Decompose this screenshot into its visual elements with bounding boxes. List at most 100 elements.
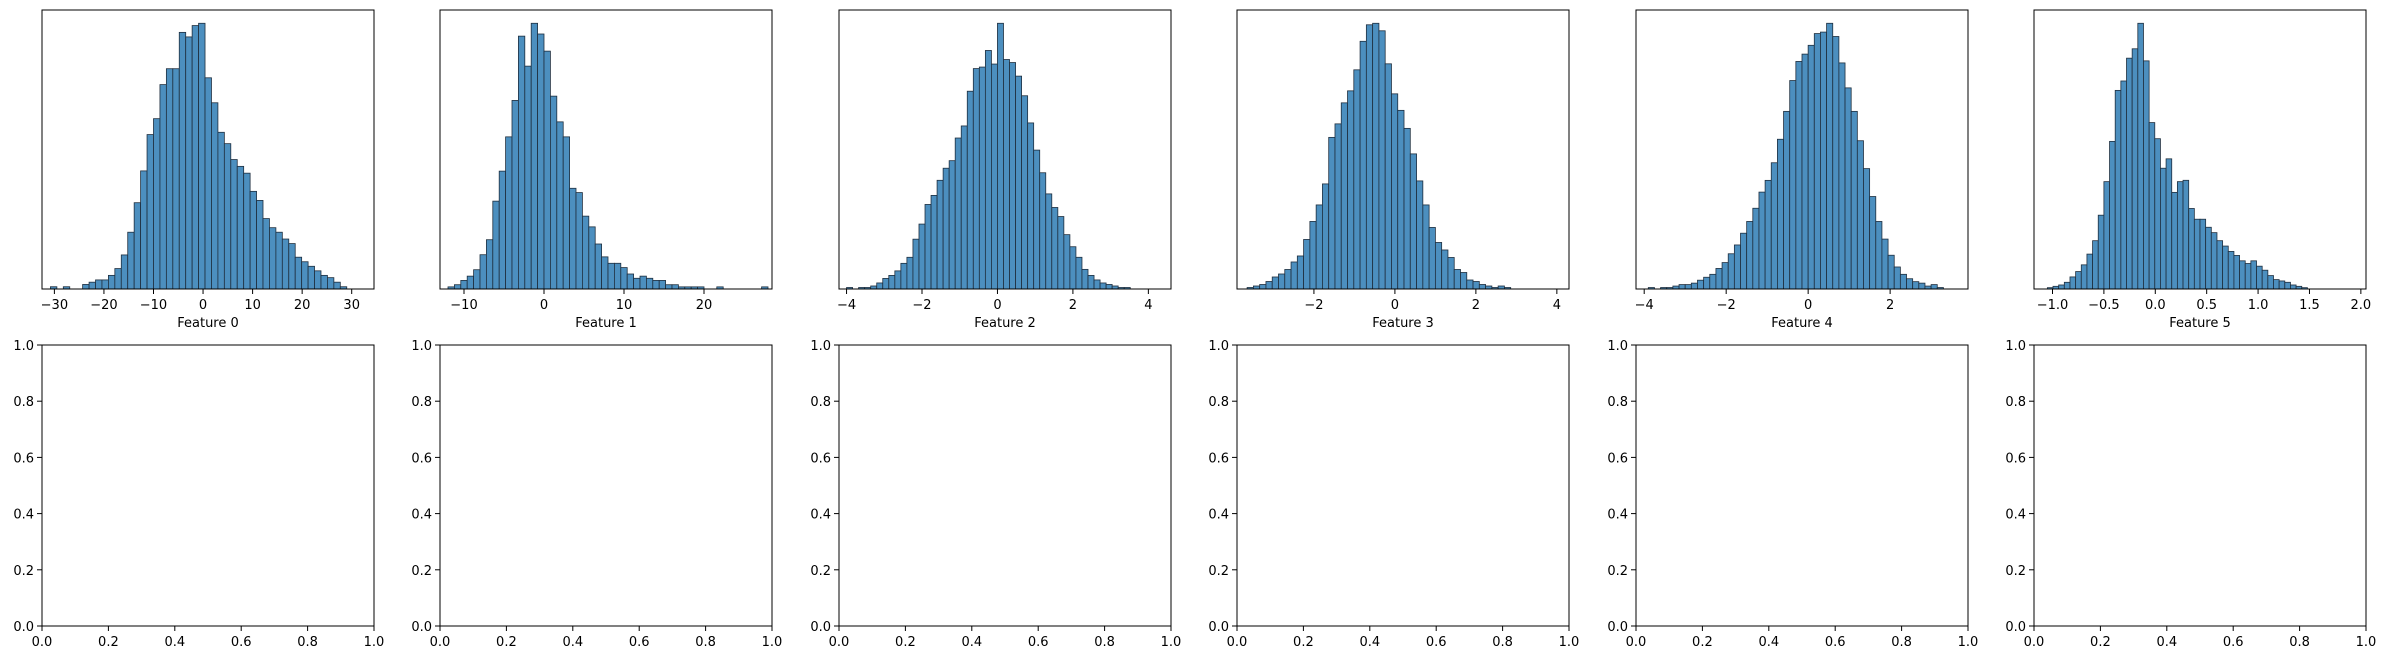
x-tick-label: 0.8 (695, 635, 716, 650)
x-tick-label: 0.2 (1293, 635, 1314, 650)
axes-frame (838, 9, 1172, 290)
x-axis-label: Feature 5 (2169, 316, 2231, 331)
histogram-bar (633, 277, 641, 290)
empty-axes-frame (1236, 344, 1570, 627)
histogram-bar (2290, 284, 2297, 290)
histogram-bar (1770, 162, 1778, 290)
histogram-bar (1466, 279, 1474, 290)
x-tick-label: 1.0 (364, 635, 385, 650)
histogram-bar (1460, 272, 1468, 290)
histogram-bar (966, 90, 974, 290)
histogram-bar (511, 100, 519, 290)
histogram-bar (530, 22, 539, 290)
histogram-bar (1887, 254, 1895, 290)
x-tick-label: 2.0 (2351, 298, 2372, 313)
histogram-bar (2176, 181, 2184, 290)
histogram-bar (1733, 244, 1741, 290)
y-tick-label: 0.0 (1607, 620, 1628, 635)
histogram-bar (1309, 221, 1317, 290)
y-tick-label: 1.0 (13, 339, 34, 354)
y-tick-label: 1.0 (1607, 339, 1628, 354)
histogram-bar (556, 121, 564, 290)
histogram-bar (876, 282, 884, 290)
histogram-bar (882, 278, 890, 290)
histogram-bar (1334, 123, 1342, 290)
x-tick-label: 0.4 (164, 635, 185, 650)
histogram-bar (518, 35, 526, 290)
histogram-bar (114, 268, 122, 290)
x-tick-label: 0.2 (1692, 635, 1713, 650)
histogram-bar (1063, 234, 1071, 290)
histogram-bar (1472, 281, 1480, 290)
histogram-bar (1906, 278, 1914, 290)
histogram-bar (498, 170, 507, 290)
histogram-bar (249, 190, 257, 290)
histogram-bar (1428, 227, 1436, 290)
histogram-bar (582, 215, 590, 290)
histogram-bar (888, 275, 896, 290)
x-tick-label: 0 (1804, 298, 1812, 313)
histogram-bar (191, 25, 199, 290)
x-tick-label: −1.0 (2037, 298, 2069, 313)
y-tick-label: 0.2 (13, 564, 34, 579)
histogram-bar (165, 68, 174, 290)
histogram-bar (1690, 282, 1698, 290)
y-tick-label: 0.8 (13, 395, 34, 410)
histogram-bar (485, 239, 494, 290)
histogram-bar (1826, 22, 1834, 290)
x-tick-label: 1.5 (2299, 298, 2320, 313)
histogram-bar (1703, 276, 1711, 290)
histogram-bar (588, 226, 596, 290)
x-tick-label: 0 (993, 298, 1001, 313)
histogram-bar (924, 204, 932, 290)
histogram-bar (2103, 181, 2110, 290)
empty-axes-frame (41, 344, 375, 627)
histogram-bar (1697, 279, 1705, 290)
histogram-bar (2261, 269, 2269, 290)
y-tick-label: 0.4 (810, 508, 831, 523)
histogram-bar (1758, 191, 1766, 290)
histogram-bar (601, 256, 609, 290)
histogram-bar (1678, 284, 1686, 290)
histogram-bar (95, 279, 103, 290)
histogram-bar (1027, 122, 1035, 290)
x-tick-label: −20 (90, 298, 117, 313)
histogram-bar (127, 231, 135, 290)
histogram-bar (1727, 253, 1735, 290)
histogram-bar (1789, 80, 1797, 290)
histogram-bar (2086, 253, 2093, 290)
histogram-bar (2154, 138, 2161, 290)
histogram-bar (626, 273, 635, 290)
histogram-bar (1422, 204, 1430, 290)
histogram-bar (1795, 61, 1803, 290)
x-tick-label: 1.0 (762, 635, 783, 650)
x-tick-label: 20 (294, 298, 311, 313)
x-tick-label: 0.5 (2196, 298, 2217, 313)
histogram-bar (1434, 242, 1443, 290)
x-tick-label: 0.8 (2289, 635, 2310, 650)
histogram-bar (1397, 109, 1405, 290)
histogram-bar (1296, 255, 1305, 290)
histogram-bar (101, 279, 109, 290)
histogram-bar (639, 275, 647, 290)
histogram-bar (1003, 59, 1010, 290)
histogram-bar (198, 22, 206, 290)
histogram-bar (2222, 245, 2229, 290)
histogram-bar (1453, 269, 1461, 290)
histogram-bar (1409, 153, 1417, 290)
histogram-bar (646, 277, 654, 290)
x-tick-label: 0.2 (496, 635, 517, 650)
histogram-bar (1850, 110, 1858, 290)
y-tick-label: 0.6 (810, 451, 831, 466)
histogram-bar (1801, 53, 1809, 290)
histogram-bar (2114, 89, 2122, 290)
y-tick-label: 0.4 (13, 508, 34, 523)
histogram-bar (1832, 36, 1840, 290)
histogram-bar (1290, 261, 1298, 290)
histogram-bar (307, 265, 315, 290)
x-tick-label: 0 (540, 298, 548, 313)
histogram-bar (2284, 281, 2291, 290)
histogram-bar (1764, 179, 1772, 290)
y-tick-label: 0.0 (2005, 620, 2026, 635)
